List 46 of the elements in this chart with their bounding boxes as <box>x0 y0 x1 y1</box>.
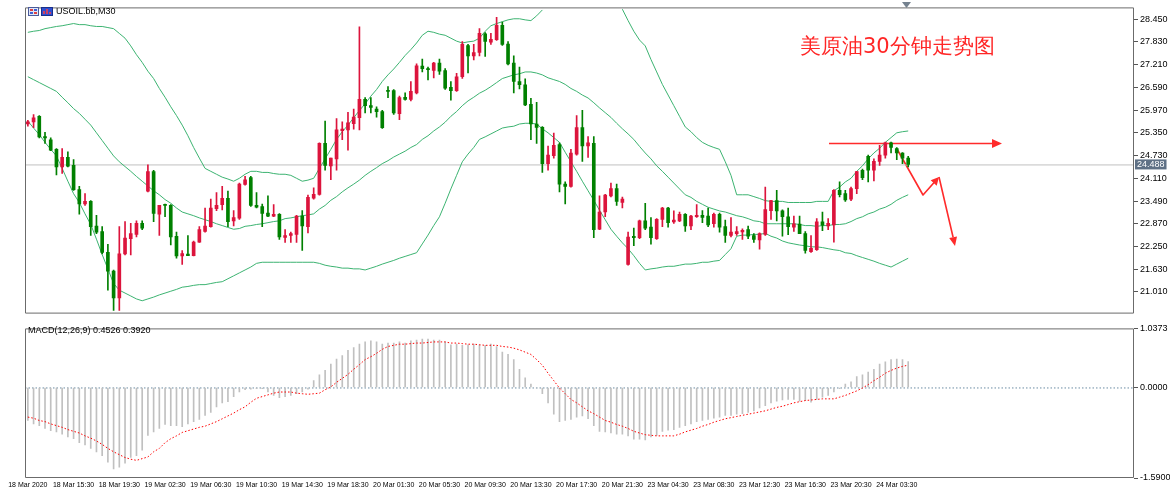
y-tick-label: 24.730 <box>1140 150 1168 161</box>
candlestick <box>283 229 287 243</box>
y-tick-label: 21.630 <box>1140 263 1168 274</box>
y-tick-label: -1.5900 <box>1140 472 1170 483</box>
y-tick-label: 22.250 <box>1140 240 1168 251</box>
candlestick <box>426 66 430 81</box>
candlestick <box>694 204 699 218</box>
candlestick <box>83 193 87 206</box>
y-tick-label: 21.010 <box>1140 286 1168 297</box>
chart-title: MACD(12,26,9) 0.4526 0.3920 <box>28 325 151 335</box>
y-tick-label: 22.870 <box>1140 218 1168 229</box>
y-tick-label: 23.490 <box>1140 195 1168 206</box>
candlestick <box>311 187 316 200</box>
candlestick <box>631 227 636 247</box>
candlestick <box>128 223 133 256</box>
y-tick-label: 25.970 <box>1140 104 1168 115</box>
candlestick <box>186 235 190 256</box>
y-tick-label: 1.0373 <box>1140 322 1168 333</box>
line-series <box>27 341 909 461</box>
y-tick-label: 28.450 <box>1140 13 1168 24</box>
candlestick <box>340 121 345 141</box>
candlestick <box>729 217 733 238</box>
ref-line-label: 24.488 <box>1137 158 1165 169</box>
y-tick-label: 27.210 <box>1140 59 1168 70</box>
candlestick <box>449 81 453 101</box>
candlestick <box>809 235 813 253</box>
candlestick <box>369 97 373 114</box>
y-tick-label: 24.110 <box>1140 172 1167 183</box>
candlestick <box>300 210 305 251</box>
candlestick <box>420 58 425 73</box>
candlestick <box>586 136 590 158</box>
candlestick <box>563 181 568 205</box>
candlestick <box>43 132 47 144</box>
y-tick-label: 26.590 <box>1140 81 1168 92</box>
candlestick <box>266 195 270 218</box>
chart-subtitle: USOIL.bb,M30 <box>56 6 116 16</box>
text: 美原油30分钟走势图 <box>800 34 995 58</box>
y-tick-label: 25.350 <box>1140 127 1168 138</box>
candlestick <box>346 111 350 151</box>
candlestick <box>180 250 185 265</box>
candlestick <box>163 203 167 218</box>
candlestick <box>386 86 390 98</box>
y-tick-label: 27.830 <box>1140 36 1168 47</box>
y-tick-label: 0.0000 <box>1140 381 1168 392</box>
candlestick <box>203 207 207 233</box>
candlestick <box>826 218 830 230</box>
